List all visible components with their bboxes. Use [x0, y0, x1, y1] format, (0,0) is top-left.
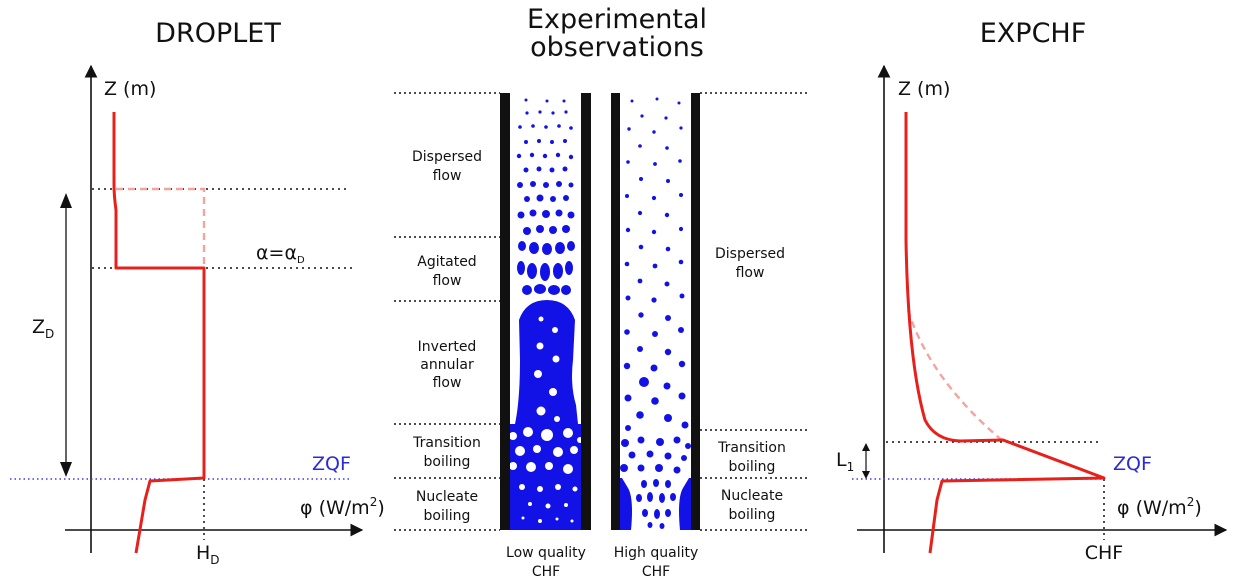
- svg-text:boiling: boiling: [424, 508, 471, 524]
- svg-text:boiling: boiling: [729, 459, 776, 475]
- droplet-zd-label: ZD: [32, 316, 54, 341]
- high-quality-label: High quality CHF: [614, 545, 699, 580]
- svg-text:Transition: Transition: [412, 435, 481, 451]
- svg-text:boiling: boiling: [729, 507, 776, 523]
- right-label-transition: Transition boiling: [717, 440, 786, 475]
- low-quality-label: Low quality CHF: [506, 545, 586, 580]
- expchf-faded-curve: [906, 309, 1005, 443]
- left-label-inverted-annular: Inverted annular flow: [418, 339, 477, 391]
- right-label-dispersed: Dispersed flow: [715, 246, 785, 281]
- left-label-transition: Transition boiling: [412, 435, 481, 470]
- svg-text:Nucleate: Nucleate: [721, 488, 783, 504]
- svg-text:Agitated: Agitated: [417, 254, 476, 270]
- droplet-alpha-label: α=αD: [256, 242, 305, 266]
- svg-text:boiling: boiling: [424, 454, 471, 470]
- svg-text:flow: flow: [433, 375, 462, 391]
- droplet-faded-curve: [116, 187, 206, 268]
- expchf-chf-label: CHF: [1085, 542, 1123, 564]
- droplet-phi-axis-label: φ (W/m2): [300, 495, 385, 519]
- expchf-heat-flux-curve: [904, 112, 1106, 554]
- low-quality-tube: [500, 93, 591, 530]
- title-droplet: DROPLET: [155, 18, 281, 49]
- droplet-hd-label: HD: [196, 542, 220, 567]
- expchf-phi-axis-label: φ (W/m2): [1117, 495, 1202, 519]
- droplet-panel: Z (m) φ (W/m2) ZD α=αD ZQF HD: [10, 64, 385, 567]
- svg-text:CHF: CHF: [532, 564, 560, 580]
- svg-text:Dispersed: Dispersed: [412, 149, 482, 165]
- title-expchf: EXPCHF: [980, 18, 1087, 49]
- expchf-z-axis-label: Z (m): [898, 78, 950, 100]
- svg-text:Inverted: Inverted: [418, 339, 477, 355]
- droplet-zqf-label: ZQF: [312, 453, 351, 475]
- left-label-nucleate: Nucleate boiling: [416, 489, 478, 524]
- expchf-l1-label: L1: [836, 449, 854, 474]
- svg-text:flow: flow: [433, 273, 462, 289]
- svg-text:annular: annular: [420, 357, 474, 373]
- expchf-zqf-label: ZQF: [1113, 453, 1152, 475]
- svg-text:CHF: CHF: [642, 564, 670, 580]
- svg-text:Transition: Transition: [717, 440, 786, 456]
- svg-text:flow: flow: [433, 168, 462, 184]
- svg-text:Low quality: Low quality: [506, 545, 586, 561]
- right-label-nucleate: Nucleate boiling: [721, 488, 783, 523]
- experimental-panel: Dispersed flow Agitated flow Inverted an…: [394, 92, 808, 580]
- left-label-agitated: Agitated flow: [417, 254, 476, 289]
- title-experimental-line2: observations: [530, 32, 704, 63]
- left-label-dispersed: Dispersed flow: [412, 149, 482, 184]
- title-experimental-line1: Experimental: [527, 4, 707, 35]
- expchf-panel: Z (m) φ (W/m2) L1 ZQF CHF: [836, 64, 1228, 564]
- droplet-z-axis-label: Z (m): [104, 78, 156, 100]
- svg-text:flow: flow: [736, 265, 765, 281]
- svg-text:Nucleate: Nucleate: [416, 489, 478, 505]
- svg-text:Dispersed: Dispersed: [715, 246, 785, 262]
- high-quality-tube: [611, 93, 700, 530]
- svg-text:High quality: High quality: [614, 545, 699, 561]
- droplet-heat-flux-curve: [112, 112, 206, 554]
